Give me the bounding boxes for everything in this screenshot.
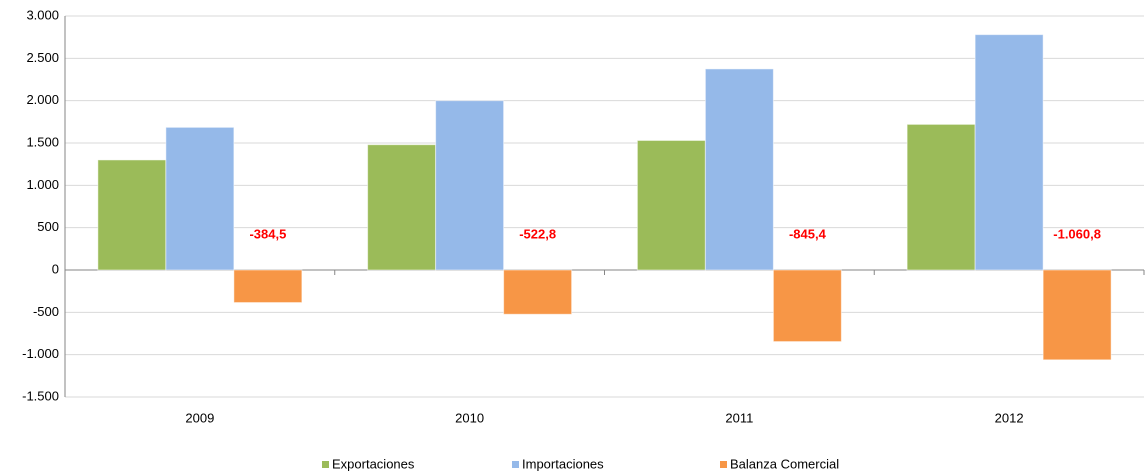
bar <box>435 100 505 271</box>
bar <box>772 269 842 343</box>
legend-swatch <box>720 461 727 468</box>
legend-label: Exportaciones <box>332 456 415 471</box>
bar <box>233 269 303 304</box>
x-tick-label: 2012 <box>995 410 1024 425</box>
legend-swatch <box>322 461 329 468</box>
bar <box>165 126 235 271</box>
data-label: -845,4 <box>789 226 827 241</box>
x-tick-label: 2011 <box>725 410 753 425</box>
x-tick-label: 2009 <box>185 410 214 425</box>
bar <box>974 34 1044 271</box>
y-tick-label: 1.500 <box>26 134 59 149</box>
y-tick-label: 1.000 <box>26 177 59 192</box>
data-label: -1.060,8 <box>1053 226 1101 241</box>
legend-label: Balanza Comercial <box>730 456 839 471</box>
y-tick-label: 0 <box>52 261 59 276</box>
bar <box>704 68 774 271</box>
y-tick-label: 2.500 <box>26 50 59 65</box>
bar <box>1042 269 1112 361</box>
bar <box>636 139 706 271</box>
bar <box>367 144 437 271</box>
x-tick-label: 2010 <box>455 410 484 425</box>
y-tick-label: 3.000 <box>26 7 59 22</box>
bar <box>97 159 167 271</box>
bar <box>906 123 976 271</box>
data-label: -384,5 <box>249 226 286 241</box>
y-tick-label: 2.000 <box>26 92 59 107</box>
y-tick-label: -500 <box>33 304 59 319</box>
legend-swatch <box>512 461 519 468</box>
y-tick-label: -1.500 <box>22 388 59 403</box>
legend-label: Importaciones <box>522 456 604 471</box>
y-tick-label: -1.000 <box>22 346 59 361</box>
y-tick-label: 500 <box>37 219 59 234</box>
data-label: -522,8 <box>519 226 556 241</box>
bar <box>503 269 573 315</box>
